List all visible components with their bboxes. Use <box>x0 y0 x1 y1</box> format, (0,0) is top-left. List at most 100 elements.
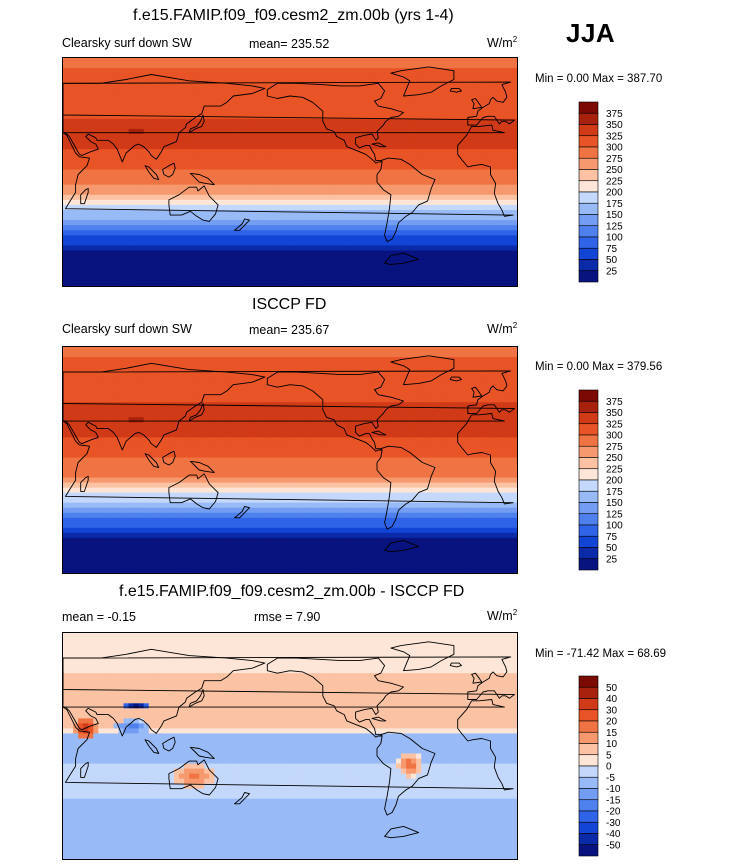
coastlines <box>63 355 515 553</box>
coastline-path <box>63 699 514 791</box>
colorbar-box <box>578 502 599 515</box>
panel3-colorbar: 50 40 30 20 15 10 5 0 -5 -10 -15 -20 -30 -40 -50 <box>578 675 639 858</box>
coastline-path <box>189 172 215 186</box>
colorbar-tick-label: 175 <box>606 487 623 498</box>
coastlines <box>63 66 515 265</box>
coastline-path <box>162 162 176 178</box>
colorbar-box <box>578 776 599 789</box>
colorbar-tick-label: 100 <box>606 233 623 244</box>
panel1-colorbar-svg: 3753503253002752502252001751501251007550… <box>578 101 623 283</box>
coastline-path <box>189 460 215 474</box>
panel3-map <box>62 632 518 860</box>
coastline-path <box>162 736 176 752</box>
coastline-path <box>371 716 387 722</box>
coastline-path <box>449 87 462 93</box>
coastline-path <box>384 825 420 839</box>
colorbar-tick-label: 75 <box>606 532 618 543</box>
colorbar-box <box>578 214 599 227</box>
colorbar-tick-label: 50 <box>606 543 618 554</box>
coastline-path <box>63 81 515 126</box>
coastline-path <box>234 218 251 231</box>
coastline-path <box>144 453 160 468</box>
panel2-colorbar: 375 350 325 300 275 250 225 200 175 150 125 100 75 50… <box>578 389 639 572</box>
colorbar-box <box>578 112 599 125</box>
coastline-path <box>188 114 205 134</box>
panel1-map <box>62 57 518 287</box>
colorbar-box <box>578 445 599 458</box>
colorbar-box <box>578 821 599 834</box>
colorbar-tick-label: 350 <box>606 120 623 131</box>
coastline-path <box>266 371 404 452</box>
colorbar-tick-label: 5 <box>606 750 612 761</box>
colorbar-tick-label: -50 <box>606 840 621 851</box>
colorbar-tick-label: 250 <box>606 453 623 464</box>
colorbar-box <box>578 535 599 548</box>
panel2-map <box>62 346 518 574</box>
coastline-path <box>384 252 420 265</box>
panel1-title: f.e15.FAMIP.f09_f09.cesm2_zm.00b (yrs 1-… <box>133 7 454 24</box>
colorbar-box <box>578 686 599 699</box>
colorbar-tick-label: 15 <box>606 728 618 739</box>
coastline-path <box>371 142 387 148</box>
coastline-path <box>384 539 420 553</box>
colorbar-tick-label: 125 <box>606 509 623 520</box>
coastline-path <box>266 657 404 738</box>
colorbar-box <box>578 720 599 733</box>
panel2-minmax: Min = 0.00 Max = 379.56 <box>535 361 663 373</box>
coastline-path <box>80 475 89 492</box>
panel2-title: ISCCP FD <box>252 296 327 313</box>
colorbar-tick-label: -15 <box>606 795 621 806</box>
colorbar-tick-label: -20 <box>606 807 621 818</box>
colorbar-box <box>578 799 599 812</box>
colorbar-box <box>578 490 599 503</box>
colorbar-tick-label: 325 <box>606 131 623 142</box>
panel2-map-field <box>63 347 517 573</box>
coastline-path <box>234 506 251 519</box>
coastline-path <box>80 761 89 778</box>
season-label: JJA <box>566 18 616 48</box>
colorbar-tick-label: -10 <box>606 784 621 795</box>
coastline-path <box>376 445 436 530</box>
coastline-path <box>168 473 219 510</box>
panel3-title: f.e15.FAMIP.f09_f09.cesm2_zm.00b - ISCCP… <box>119 583 465 600</box>
colorbar-tick-label: 275 <box>606 154 623 165</box>
panel3-mean-label: mean = -0.15 <box>62 610 137 624</box>
field-cells <box>63 347 517 573</box>
coastline-path <box>63 124 514 217</box>
colorbar-tick-label: 225 <box>606 176 623 187</box>
colorbar-box <box>578 124 599 137</box>
colorbar-tick-label: 100 <box>606 521 623 532</box>
colorbar-tick-label: 125 <box>606 221 623 232</box>
coastline-path <box>168 759 219 796</box>
colorbar-tick-label: -30 <box>606 818 621 829</box>
coastline-path <box>471 98 483 110</box>
coastlines <box>63 641 515 839</box>
colorbar-box <box>578 513 599 526</box>
coastline-path <box>80 188 89 205</box>
panel2-variable-label: Clearsky surf down SW <box>62 322 192 336</box>
colorbar-tick-label: 350 <box>606 408 623 419</box>
coastline-path <box>449 662 462 668</box>
field-cells <box>63 633 517 859</box>
panel2-mean-label: mean= 235.67 <box>249 323 330 337</box>
colorbar-box <box>578 731 599 744</box>
colorbar-box <box>578 400 599 413</box>
colorbar-box <box>578 558 599 571</box>
field-cells <box>63 58 517 286</box>
colorbar-tick-label: -5 <box>606 773 615 784</box>
coastline-path <box>63 370 515 414</box>
coastline-path <box>390 355 455 386</box>
colorbar-box <box>578 135 599 148</box>
colorbar-tick-label: 275 <box>606 442 623 453</box>
panel1-variable-label: Clearsky surf down SW <box>62 36 192 50</box>
panel3-rmse-label: rmse = 7.90 <box>254 610 321 624</box>
colorbar-box <box>578 236 599 249</box>
panel2-units: W/m2 <box>487 320 518 336</box>
colorbar-box <box>578 169 599 182</box>
colorbar-tick-label: 40 <box>606 694 618 705</box>
colorbar-tick-label: 225 <box>606 464 623 475</box>
colorbar-box <box>578 675 599 688</box>
coastline-path <box>390 641 455 672</box>
panel1-map-field <box>63 58 517 286</box>
